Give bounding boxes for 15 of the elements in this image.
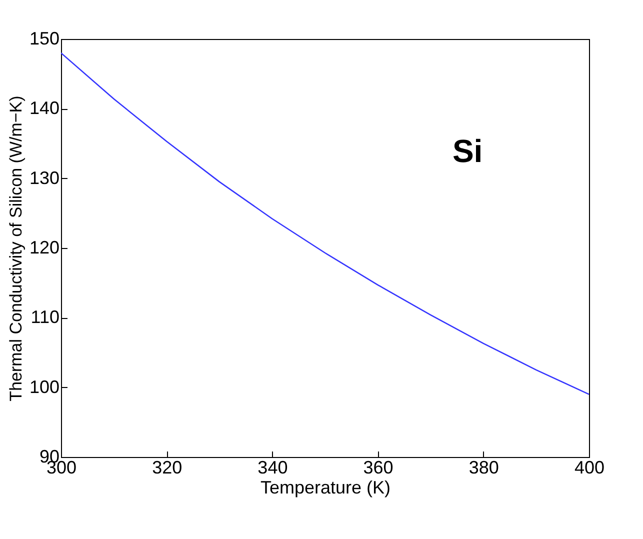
x-tick-label: 400 (574, 458, 605, 478)
x-tick-label: 340 (258, 458, 288, 478)
y-tick-label: 110 (30, 307, 60, 328)
y-axis-title: Thermal Conductivity of Silicon (W/m−K) (6, 96, 26, 402)
text: Si (452, 132, 483, 169)
y-tick-label: 120 (29, 238, 60, 258)
line-series (61, 52, 589, 395)
x-tick-label: 320 (152, 458, 182, 478)
x-axis-title: Temperature (K) (260, 478, 391, 498)
x-tick-label: 360 (363, 458, 394, 478)
y-tick-label: 130 (29, 168, 60, 188)
y-tick-label: 150 (29, 28, 60, 48)
y-tick-label: 100 (29, 376, 60, 397)
x-tick-label: 380 (468, 458, 499, 478)
y-tick-label: 140 (29, 98, 60, 118)
